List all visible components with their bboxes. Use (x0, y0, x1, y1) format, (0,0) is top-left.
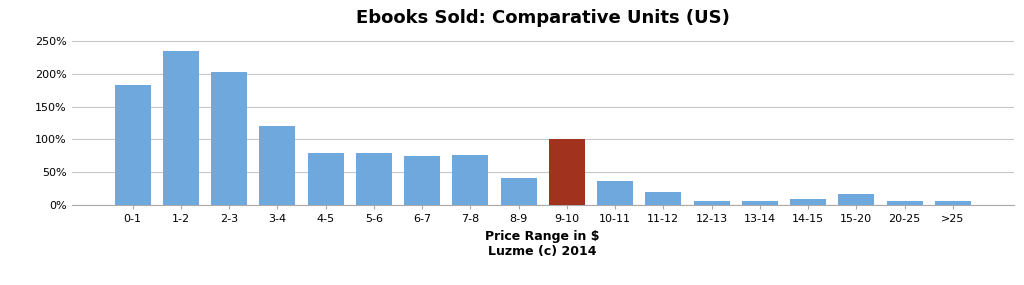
Bar (549, 139, 585, 205)
Bar (597, 181, 633, 205)
Bar (839, 194, 874, 205)
Bar (163, 51, 199, 205)
Bar (259, 126, 296, 205)
X-axis label: Price Range in $
Luzme (c) 2014: Price Range in $ Luzme (c) 2014 (485, 230, 600, 258)
Bar (790, 199, 826, 205)
Bar (355, 153, 392, 205)
Title: Ebooks Sold: Comparative Units (US): Ebooks Sold: Comparative Units (US) (355, 9, 730, 27)
Bar (935, 201, 971, 205)
Bar (453, 155, 488, 205)
Bar (501, 178, 537, 205)
Bar (693, 201, 730, 205)
Bar (211, 72, 247, 205)
Bar (404, 156, 440, 205)
Bar (887, 201, 923, 205)
Bar (307, 153, 344, 205)
Bar (645, 192, 681, 205)
Bar (115, 85, 151, 205)
Bar (741, 201, 778, 205)
